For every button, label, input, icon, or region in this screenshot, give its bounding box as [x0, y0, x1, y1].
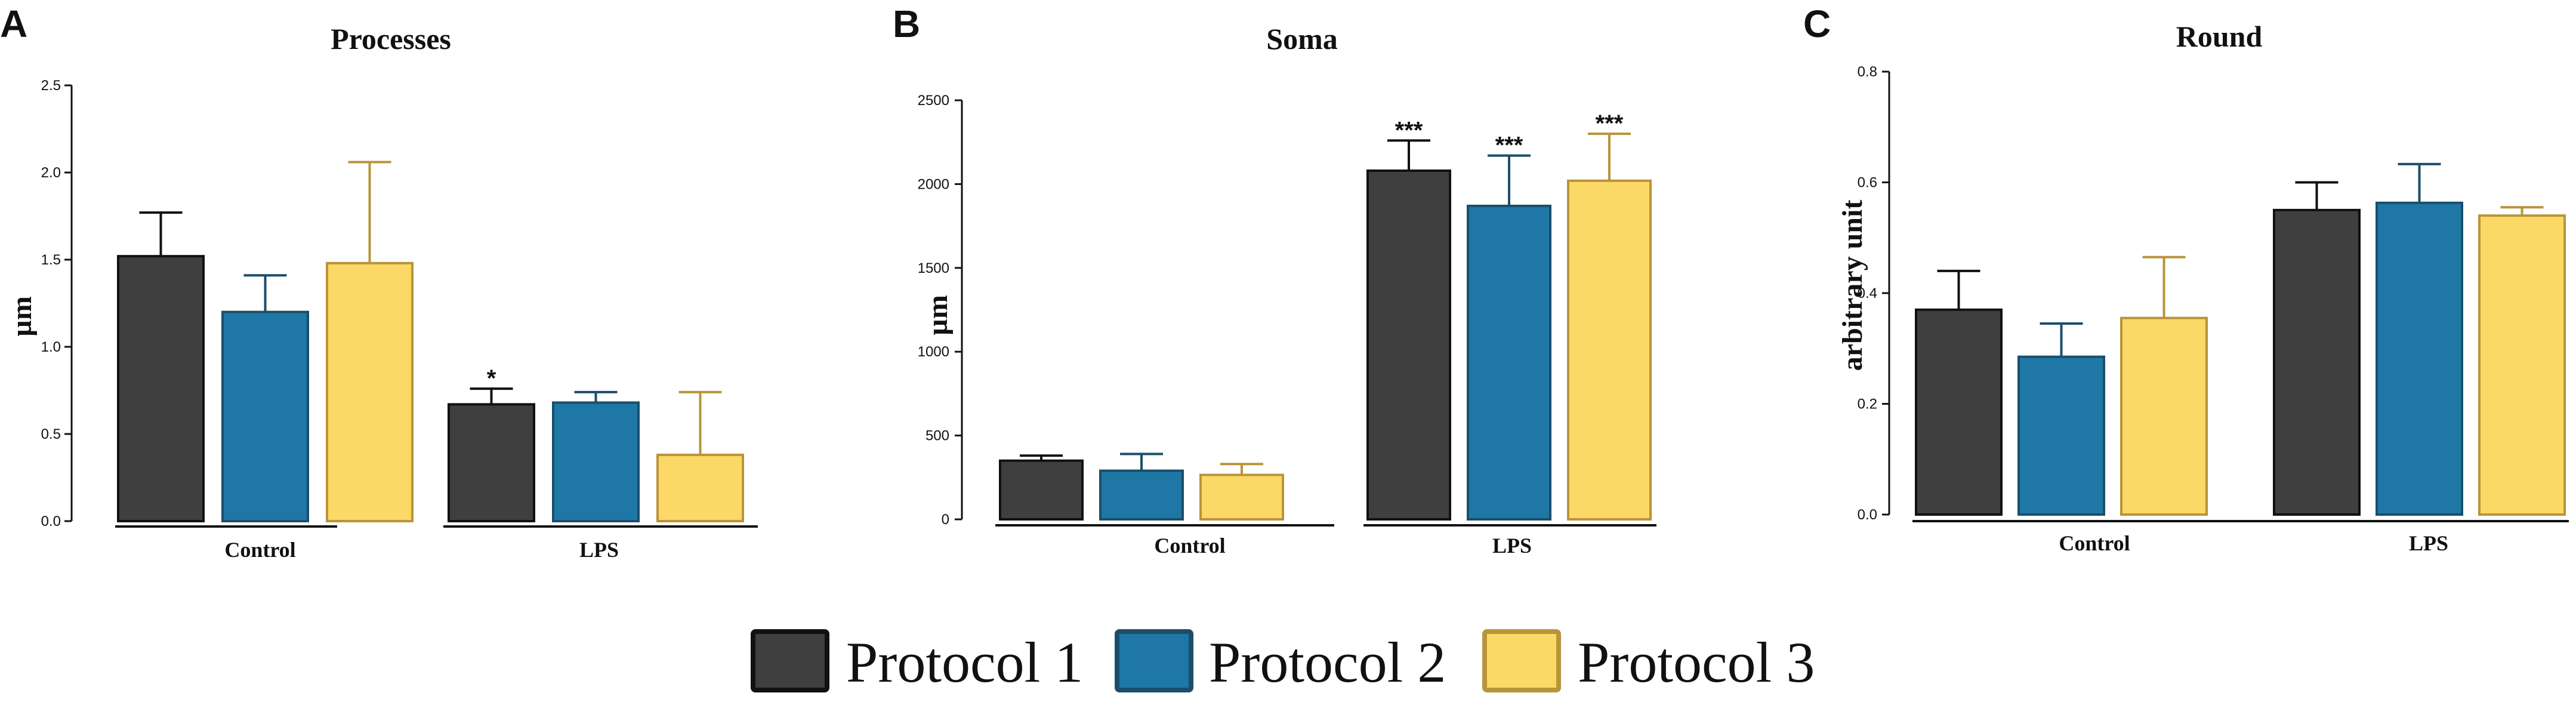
y-tick-label: 2.0: [41, 165, 61, 181]
y-tick-label: 1000: [918, 344, 949, 360]
bar: [2017, 355, 2105, 516]
significance-marker: ***: [1596, 110, 1624, 137]
group-label: LPS: [1492, 534, 1532, 558]
y-tick-label: 0.0: [1858, 507, 1877, 523]
group-label: LPS: [2409, 531, 2448, 555]
significance-marker: ***: [1395, 117, 1423, 143]
bar: [2478, 214, 2566, 516]
legend-label: Protocol 2: [1209, 630, 1446, 694]
significance-marker: *: [487, 365, 496, 392]
bar: [1366, 169, 1451, 521]
bar: [448, 403, 535, 522]
legend-label: Protocol 1: [846, 630, 1083, 694]
legend-swatch: [751, 629, 829, 692]
group-label: Control: [1154, 534, 1225, 558]
bar: [2376, 201, 2463, 516]
y-tick-label: 2.5: [41, 78, 61, 94]
bar: [221, 310, 309, 522]
legend-swatch: [1482, 629, 1561, 692]
y-axis-label: arbitrary unit: [1837, 200, 1868, 371]
y-tick-label: 0.2: [1858, 396, 1877, 412]
panel-letter: A: [0, 2, 27, 45]
bar: [2273, 208, 2361, 516]
y-tick-label: 1500: [918, 260, 949, 276]
y-tick-label: 0.8: [1858, 64, 1877, 80]
panel-letter: B: [893, 2, 920, 45]
y-tick-label: 0.0: [41, 513, 61, 529]
bar: [326, 261, 414, 522]
chart-title: Processes: [331, 22, 451, 56]
chart-title: Round: [2176, 20, 2263, 53]
y-tick-label: 0.4: [1858, 285, 1877, 301]
y-tick-label: 0.5: [41, 426, 61, 442]
bar: [1199, 473, 1284, 521]
y-axis-label: µm: [6, 296, 38, 337]
panel-letter: C: [1803, 2, 1831, 45]
bar: [999, 459, 1084, 521]
y-tick-label: 0.6: [1858, 175, 1877, 191]
y-tick-label: 2500: [918, 93, 949, 109]
group-label: Control: [2059, 531, 2130, 555]
y-tick-label: 2000: [918, 176, 949, 192]
bar: [1915, 308, 2003, 516]
bar: [1467, 204, 1551, 521]
legend-swatch: [1115, 629, 1193, 692]
y-tick-label: 1.0: [41, 339, 61, 355]
legend-label: Protocol 3: [1578, 630, 1815, 694]
bar: [2120, 316, 2208, 516]
y-tick-label: 1.5: [41, 252, 61, 268]
bar: [1099, 469, 1184, 521]
y-tick-label: 0: [942, 512, 949, 528]
bar: [552, 401, 640, 522]
group-label: LPS: [579, 538, 619, 562]
y-tick-label: 500: [925, 428, 949, 444]
significance-marker: ***: [1495, 133, 1523, 159]
chart-title: Soma: [1266, 22, 1337, 56]
bar: [1567, 179, 1652, 521]
bar: [656, 454, 744, 522]
group-label: Control: [224, 538, 295, 562]
bar: [117, 255, 205, 522]
y-axis-label: µm: [922, 295, 954, 335]
